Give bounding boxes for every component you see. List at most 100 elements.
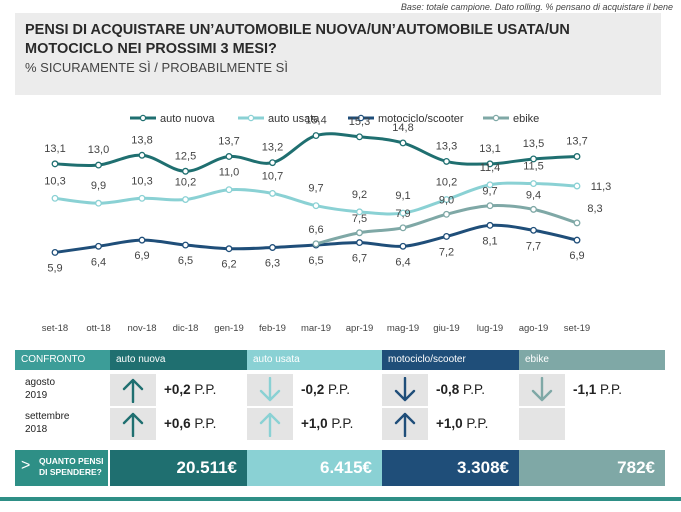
- delta-unit: P.P.: [190, 416, 217, 431]
- delta-value: +1,0 P.P.: [301, 416, 353, 431]
- data-point: [356, 239, 363, 247]
- delta-number: +0,6: [164, 416, 191, 431]
- delta-unit: P.P.: [596, 382, 623, 397]
- legend-marker: [357, 114, 365, 122]
- x-tick-label: set-19: [564, 323, 590, 334]
- data-point: [399, 242, 407, 250]
- x-tick-label: mag-19: [387, 323, 419, 334]
- data-point: [51, 194, 59, 202]
- data-label: 8,1: [482, 235, 497, 247]
- data-label: 13,1: [44, 143, 65, 155]
- data-point: [486, 202, 494, 210]
- line-chart: auto nuova auto usata motociclo/scooter ebi…: [42, 113, 612, 334]
- data-label: 6,4: [91, 256, 106, 268]
- data-label: 10,3: [131, 175, 152, 187]
- chevron-right-icon: >: [21, 457, 31, 474]
- data-label: 11,4: [480, 162, 501, 174]
- data-label: 6,9: [134, 250, 149, 262]
- data-label: 13,0: [88, 144, 109, 156]
- x-tick-label: set-18: [42, 323, 68, 334]
- data-label: 9,7: [308, 183, 323, 195]
- data-label: 13,7: [218, 135, 239, 147]
- row-label: settembre 2018: [15, 410, 110, 440]
- spend-value: 6.415€: [247, 450, 382, 486]
- delta-number: -1,1: [573, 382, 597, 397]
- data-label: 12,5: [175, 150, 196, 162]
- data-label: 13,7: [566, 135, 587, 147]
- data-label: 15,4: [305, 115, 326, 127]
- delta-unit: P.P.: [459, 382, 486, 397]
- data-point: [182, 167, 189, 175]
- data-label: 9,4: [526, 189, 541, 201]
- header-panel: PENSI DI ACQUISTARE UN’AUTOMOBILE NUOVA/…: [15, 13, 661, 95]
- x-tick-label: feb-19: [259, 323, 286, 334]
- spend-label: > QUANTO PENSI DI SPENDERE?: [15, 450, 108, 486]
- footer-line: [0, 497, 681, 501]
- x-tick-label: nov-18: [127, 323, 156, 334]
- data-point: [443, 232, 450, 240]
- delta-unit: P.P.: [190, 382, 217, 397]
- data-point: [312, 132, 320, 140]
- data-label: 6,5: [178, 255, 193, 267]
- data-point: [138, 151, 146, 159]
- delta-unit: P.P.: [462, 416, 489, 431]
- data-label: 11,5: [523, 161, 544, 173]
- column-header: ebike: [519, 350, 665, 370]
- data-label: 6,3: [265, 258, 280, 270]
- data-label: 9,9: [91, 180, 106, 192]
- data-label: 13,1: [479, 143, 500, 155]
- row-label-line: 2018: [25, 424, 48, 435]
- confronto-label: CONFRONTO: [15, 350, 110, 370]
- delta-value: -0,8 P.P.: [436, 382, 485, 397]
- data-point: [486, 221, 494, 229]
- data-point: [182, 241, 189, 249]
- data-point: [51, 248, 59, 256]
- data-label: 6,4: [395, 256, 410, 268]
- data-label: 6,2: [221, 259, 236, 271]
- data-label: 6,5: [308, 255, 323, 267]
- data-point: [95, 161, 102, 169]
- data-point: [573, 219, 581, 227]
- legend-marker: [247, 114, 255, 122]
- arrow-cell: [519, 408, 565, 440]
- data-point: [312, 202, 320, 210]
- data-point: [573, 182, 581, 190]
- arrow-up-icon: [122, 411, 144, 438]
- chart-title-line1: PENSI DI ACQUISTARE UN’AUTOMOBILE NUOVA/…: [25, 22, 570, 38]
- data-point: [182, 196, 189, 203]
- data-point: [399, 224, 407, 232]
- row-label-line: agosto: [25, 377, 56, 388]
- legend-label: auto nuova: [160, 113, 215, 125]
- chart-title-line2: MOTOCICLO NEI PROSSIMI 3 MESI?: [25, 41, 277, 57]
- delta-number: -0,8: [436, 382, 460, 397]
- legend-label: ebike: [513, 113, 539, 125]
- delta-number: +1,0: [436, 416, 463, 431]
- data-label: 15,3: [349, 116, 370, 128]
- row-label-line: 2019: [25, 390, 48, 401]
- x-tick-label: mar-19: [301, 323, 331, 334]
- data-point: [399, 139, 407, 147]
- data-point: [95, 242, 102, 250]
- row-label-line: settembre: [25, 411, 70, 422]
- data-point: [443, 196, 450, 203]
- x-tick-label: giu-19: [433, 323, 459, 334]
- spend-value: 3.308€: [382, 450, 519, 486]
- x-tick-label: dic-18: [173, 323, 199, 334]
- x-tick-label: ago-19: [519, 323, 549, 334]
- data-point: [399, 209, 407, 217]
- data-point: [225, 153, 233, 160]
- data-point: [486, 181, 494, 189]
- data-label: 7,9: [395, 208, 410, 220]
- data-label: 11,0: [219, 167, 240, 179]
- delta-number: -0,2: [301, 382, 325, 397]
- data-label: 6,9: [569, 250, 584, 262]
- column-header: auto usata: [247, 350, 382, 370]
- arrow-up-icon: [259, 411, 281, 438]
- column-header: motociclo/scooter: [382, 350, 519, 370]
- data-point: [443, 210, 450, 218]
- data-label: 10,2: [436, 177, 457, 189]
- data-point: [356, 133, 363, 141]
- base-note: Base: totale campione. Dato rolling. % p…: [400, 2, 673, 12]
- data-point: [486, 160, 494, 168]
- spend-value: 782€: [519, 450, 665, 486]
